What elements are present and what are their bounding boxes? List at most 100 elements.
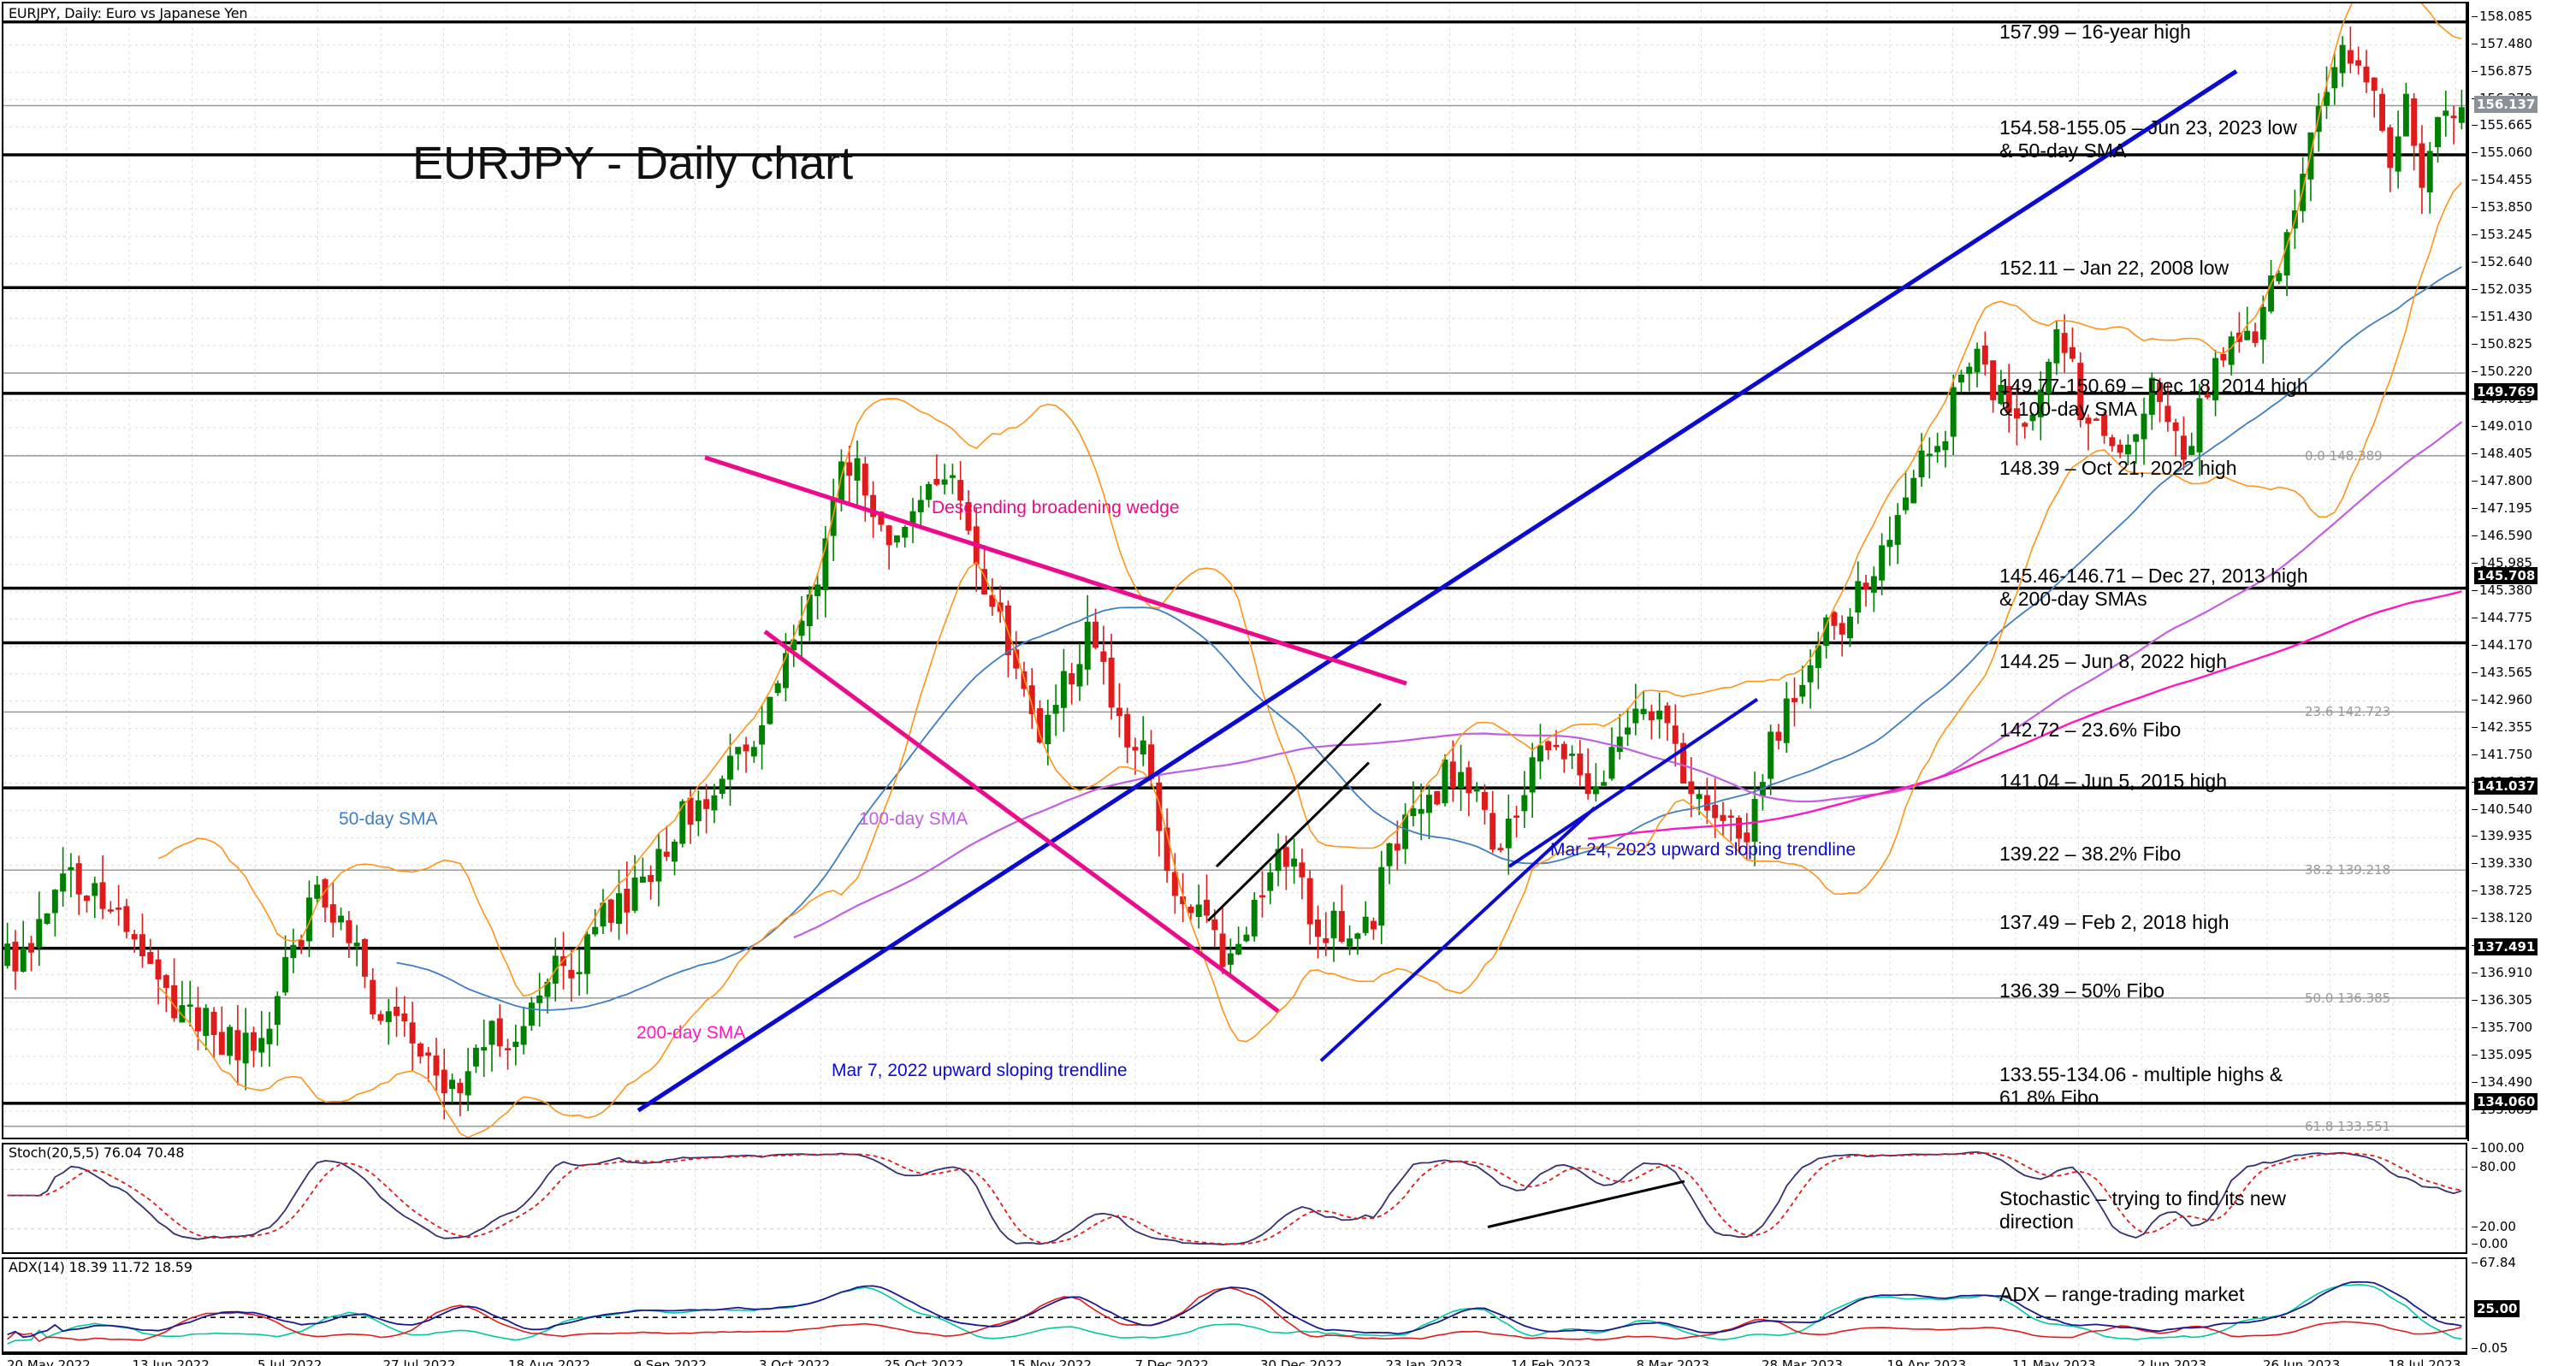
adx-plot <box>3 1259 2466 1351</box>
level-annotation: 133.55-134.06 - multiple highs & 61.8% Fi… <box>1999 1063 2283 1109</box>
price-tick: 155.665 <box>2471 117 2533 133</box>
annotation-line: Stochastic – trying to find its new <box>1999 1187 2286 1209</box>
price-tick: 150.825 <box>2471 336 2533 352</box>
level-annotation: 141.04 – Jun 5, 2015 high <box>1999 770 2227 793</box>
annotation-line: 137.49 – Feb 2, 2018 high <box>1999 911 2230 933</box>
fibo-level-label: 50.0 136.385 <box>2305 990 2391 1007</box>
price-panel: EURJPY, Daily: Euro vs Japanese Yen EURJ… <box>2 2 2467 1139</box>
trendline-2022-label: Mar 7, 2022 upward sloping trendline <box>832 1061 1128 1080</box>
date-tick: 23 Jan 2023 <box>1385 1357 1463 1366</box>
date-tick: 19 Apr 2023 <box>1886 1357 1967 1366</box>
date-tick: 3 Oct 2022 <box>759 1357 831 1366</box>
price-tick: 153.850 <box>2471 199 2533 216</box>
price-tick: 152.035 <box>2471 281 2533 298</box>
annotation-line: 152.11 – Jan 22, 2008 low <box>1999 257 2230 279</box>
indicator-tick: 80.00 <box>2472 1159 2516 1174</box>
price-tick: 135.095 <box>2471 1047 2533 1063</box>
price-tick: 138.725 <box>2471 883 2533 899</box>
time-axis[interactable]: 20 May 2022 13 Jun 2022 5 Jul 2022 27 Jul 2… <box>2 1353 2467 1366</box>
price-series-layer <box>3 3 2466 1138</box>
price-tick: 154.455 <box>2471 172 2533 188</box>
price-tick: 135.700 <box>2471 1020 2533 1036</box>
annotation-line: 142.72 – 23.6% Fibo <box>1999 718 2182 741</box>
adx-header: ADX(14) 18.39 11.72 18.59 <box>9 1259 192 1275</box>
page-title: EURJPY - Daily chart <box>412 138 854 189</box>
price-tick: 141.750 <box>2471 746 2533 762</box>
trendline-2023-label: Mar 24, 2023 upward sloping trendline <box>1550 840 1856 860</box>
price-marker: 134.060 <box>2474 1092 2538 1110</box>
level-annotation: 142.72 – 23.6% Fibo <box>1999 718 2181 742</box>
date-tick: 2 Jun 2023 <box>2137 1357 2207 1366</box>
stochastic-header: Stoch(20,5,5) 76.04 70.48 <box>9 1144 185 1161</box>
date-tick: 20 May 2022 <box>7 1357 91 1366</box>
adx-panel: ADX(14) 18.39 11.72 18.59 <box>2 1257 2467 1353</box>
level-annotation: 148.39 – Oct 21, 2022 high <box>1999 457 2237 480</box>
price-tick: 150.220 <box>2471 364 2533 380</box>
annotation-line: & 200-day SMAs <box>1999 588 2147 611</box>
fibo-level-label: 38.2 139.218 <box>2305 862 2391 878</box>
indicator-tick: 0.00 <box>2471 1236 2508 1251</box>
sma-label-100: 100-day SMA <box>859 809 968 829</box>
date-tick: 14 Feb 2023 <box>1511 1357 1591 1366</box>
price-tick: 144.775 <box>2471 609 2533 625</box>
indicator-tick: 25.00 <box>2474 1300 2520 1317</box>
price-tick: 145.380 <box>2471 582 2533 598</box>
price-tick: 139.330 <box>2471 855 2533 872</box>
fibo-level-label: 23.6 142.723 <box>2305 704 2391 720</box>
level-annotation: 137.49 – Feb 2, 2018 high <box>1999 911 2230 934</box>
sma-label-50: 50-day SMA <box>339 809 438 829</box>
price-marker: 156.137 <box>2474 95 2538 113</box>
level-annotation: ADX – range-trading market <box>1999 1283 2244 1306</box>
annotation-line: 154.58-155.05 – Jun 23, 2023 low <box>1999 116 2297 139</box>
annotation-line: 145.46-146.71 – Dec 27, 2013 high <box>1999 565 2308 587</box>
date-tick: 28 Mar 2023 <box>1762 1357 1844 1366</box>
annotation-line: 148.39 – Oct 21, 2022 high <box>1999 457 2237 479</box>
price-marker: 137.491 <box>2474 937 2538 955</box>
annotation-line: 133.55-134.06 - multiple highs & <box>1999 1063 2283 1085</box>
indicator-tick: 67.84 <box>2472 1255 2516 1270</box>
price-tick: 155.060 <box>2471 145 2533 161</box>
price-tick: 143.565 <box>2471 664 2533 680</box>
price-tick: 151.430 <box>2471 309 2533 325</box>
date-tick: 26 Jun 2023 <box>2263 1357 2341 1366</box>
annotation-line: 157.99 – 16-year high <box>1999 21 2191 43</box>
annotation-line: & 100-day SMA <box>1999 398 2138 421</box>
price-tick: 156.875 <box>2471 62 2533 79</box>
indicator-tick: 100.00 <box>2472 1140 2525 1156</box>
date-tick: 27 Jul 2022 <box>382 1357 456 1366</box>
fibo-level-label: 61.8 133.551 <box>2305 1118 2391 1134</box>
price-tick: 158.085 <box>2471 8 2533 24</box>
date-tick: 30 Dec 2022 <box>1260 1357 1342 1366</box>
price-tick: 149.010 <box>2471 418 2533 435</box>
price-tick: 147.195 <box>2471 500 2533 516</box>
price-tick: 148.405 <box>2471 446 2533 462</box>
price-tick: 153.245 <box>2471 227 2533 243</box>
indicator-tick: 0.05 <box>2471 1340 2508 1356</box>
date-tick: 8 Mar 2023 <box>1636 1357 1710 1366</box>
adx-series-layer <box>3 1259 2466 1351</box>
date-tick: 18 Aug 2022 <box>508 1357 591 1366</box>
price-tick: 147.800 <box>2471 472 2533 488</box>
level-annotation: Stochastic – trying to find its new direc… <box>1999 1187 2286 1233</box>
price-tick: 134.490 <box>2471 1074 2533 1091</box>
date-tick: 15 Nov 2022 <box>1010 1357 1093 1366</box>
stochastic-series-layer <box>3 1144 2466 1252</box>
date-tick: 11 May 2023 <box>2012 1357 2096 1366</box>
annotation-line: 136.39 – 50% Fibo <box>1999 979 2165 1002</box>
date-tick: 5 Jul 2022 <box>258 1357 323 1366</box>
price-marker: 141.037 <box>2474 778 2538 795</box>
level-annotation: 152.11 – Jan 22, 2008 low <box>1999 257 2229 280</box>
price-axis[interactable]: 158.085157.480156.875156.270155.665155.0… <box>2467 2 2574 1356</box>
price-tick: 142.355 <box>2471 718 2533 735</box>
price-tick: 139.935 <box>2471 828 2533 844</box>
price-tick: 146.590 <box>2471 527 2533 543</box>
date-tick: 25 Oct 2022 <box>884 1357 964 1366</box>
stochastic-panel: Stoch(20,5,5) 76.04 70.48 <box>2 1143 2467 1254</box>
date-tick: 7 Dec 2022 <box>1134 1357 1209 1366</box>
symbol-header: EURJPY, Daily: Euro vs Japanese Yen <box>9 5 248 21</box>
annotation-line: & 50-day SMA <box>1999 139 2127 163</box>
price-tick: 145.985 <box>2471 554 2533 571</box>
level-annotation: 139.22 – 38.2% Fibo <box>1999 843 2181 866</box>
price-tick: 136.910 <box>2471 965 2533 981</box>
